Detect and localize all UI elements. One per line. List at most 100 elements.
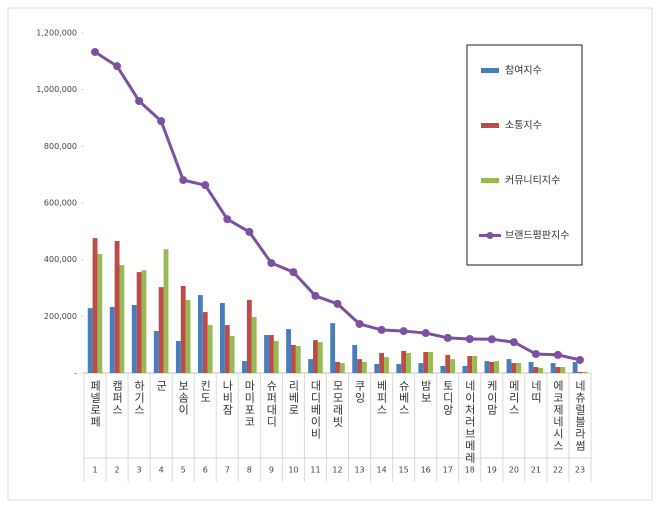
bar	[418, 363, 424, 373]
legend-label: 커뮤니티지수	[505, 175, 560, 187]
bar	[313, 340, 318, 373]
rank-label: 17	[443, 466, 453, 475]
legend-swatch	[481, 178, 499, 183]
rank-label: 15	[399, 466, 409, 475]
bar	[119, 265, 125, 373]
bar	[295, 346, 301, 373]
x-tick-label: 캠퍼스	[111, 380, 124, 416]
x-tick-label: 네이처러브메레	[463, 380, 476, 464]
bar	[472, 356, 478, 373]
legend-swatch	[486, 232, 494, 239]
legend-label: 참여지수	[505, 65, 542, 77]
x-tick-label: 대디베이비	[309, 380, 322, 440]
y-tick-label: 1,000,000	[36, 85, 77, 94]
y-tick-label: 400,000	[44, 255, 77, 264]
bar	[555, 367, 561, 373]
bar	[511, 363, 517, 373]
line-marker	[179, 176, 188, 185]
bar	[374, 363, 380, 373]
bar	[251, 316, 257, 373]
legend-swatch	[481, 123, 499, 128]
bar	[538, 367, 544, 373]
x-tick-label: 슈베스	[397, 380, 410, 416]
x-tick-label: 리베로	[287, 380, 300, 416]
bar	[141, 270, 147, 373]
x-tick-label: 베피스	[375, 380, 388, 416]
x-tick-label: 토디앙	[441, 380, 454, 416]
bar	[572, 361, 578, 373]
bar	[242, 361, 247, 373]
rank-label: 19	[487, 466, 497, 475]
bar	[396, 363, 402, 373]
rank-label: 18	[465, 466, 475, 475]
rank-label: 14	[376, 466, 386, 475]
bar	[87, 308, 93, 373]
bar	[229, 335, 235, 373]
bar	[153, 331, 159, 373]
rank-label: 11	[310, 466, 320, 475]
bar	[528, 361, 534, 373]
line-marker	[223, 215, 232, 224]
bar	[516, 363, 522, 373]
bar	[202, 312, 208, 373]
x-tick-label: 군	[155, 380, 168, 392]
line-marker	[443, 333, 452, 342]
bar	[273, 340, 279, 373]
bar	[246, 299, 252, 373]
x-tick-label: 메리스	[507, 380, 520, 416]
rank-label: 5	[181, 466, 186, 475]
bar	[264, 335, 269, 373]
line-marker	[289, 268, 298, 277]
rank-label: 12	[332, 466, 342, 475]
bar	[582, 371, 588, 373]
legend-box	[466, 44, 583, 266]
legend-label: 브랜드평판지수	[505, 230, 569, 242]
x-tick-label: 네띠	[529, 380, 542, 404]
line-marker	[465, 335, 474, 343]
bar	[445, 354, 451, 373]
x-tick-label: 보솜이	[177, 380, 190, 416]
bar	[577, 371, 583, 373]
bar	[92, 238, 98, 373]
rank-label: 9	[269, 466, 274, 475]
bar	[352, 344, 358, 373]
bar	[406, 352, 411, 373]
x-tick-label: 마미포코	[243, 380, 256, 428]
rank-label: 20	[509, 466, 519, 475]
bar	[290, 344, 296, 373]
line-marker	[113, 62, 122, 71]
line-marker	[245, 227, 254, 236]
bar	[185, 299, 191, 373]
bar	[308, 359, 314, 373]
rank-label: 23	[575, 466, 585, 475]
bar	[379, 352, 385, 373]
bar	[197, 295, 203, 373]
legend-swatch	[481, 68, 499, 73]
line-marker	[531, 350, 540, 359]
bar	[220, 303, 225, 373]
bar	[484, 361, 490, 373]
bar	[357, 359, 362, 373]
rank-label: 6	[203, 466, 208, 475]
line-marker	[201, 181, 210, 190]
x-tick-label: 하기스	[133, 379, 146, 416]
bar	[207, 325, 213, 373]
x-tick-label: 슈퍼대디	[265, 380, 278, 428]
x-tick-label: 에코제네시스	[551, 380, 564, 452]
rank-label: 13	[354, 466, 364, 475]
rank-label: 3	[137, 466, 142, 475]
line-marker	[91, 47, 100, 56]
x-tick-label: 킨도	[199, 380, 212, 404]
line-marker	[509, 338, 518, 347]
rank-label: 7	[225, 466, 230, 475]
bar	[494, 361, 500, 373]
bar	[560, 367, 566, 373]
bar	[158, 287, 164, 373]
bar	[401, 350, 407, 373]
bar	[423, 352, 429, 373]
line-marker	[157, 117, 166, 126]
rank-label: 10	[288, 466, 298, 475]
x-tick-label: 쿠잉	[353, 380, 366, 404]
bar	[339, 363, 345, 373]
line-marker	[487, 335, 496, 344]
